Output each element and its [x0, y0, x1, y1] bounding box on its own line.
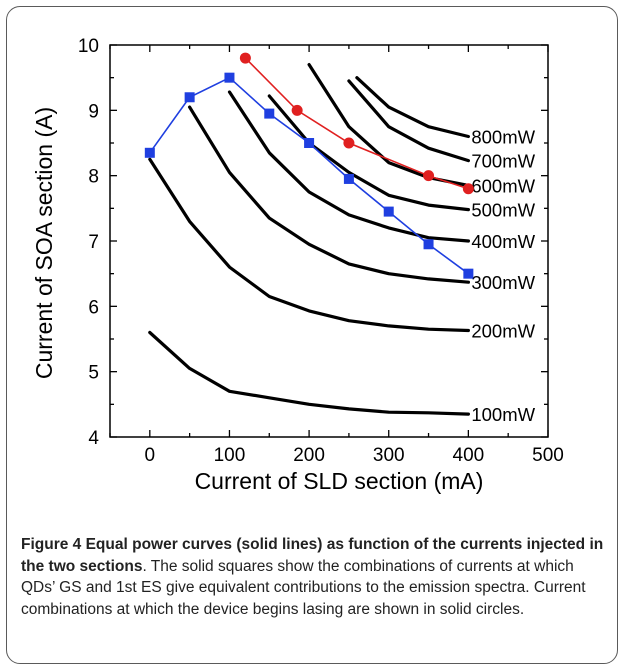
curve-label-500mW: 500mW: [471, 200, 535, 221]
x-axis-title: Current of SLD section (mA): [195, 468, 484, 494]
curve-label-400mW: 400mW: [471, 231, 535, 252]
square-point: [343, 173, 354, 184]
x-tick-label: 0: [145, 445, 156, 466]
x-tick-label: 400: [453, 445, 485, 466]
x-tick-label: 200: [293, 445, 325, 466]
power-curve-400mW: [227, 90, 470, 243]
y-tick-label: 6: [88, 297, 99, 318]
x-tick-label: 100: [214, 445, 246, 466]
axis-ticks: 0 100 200 300 400 500 4 5 6 7 8 9 10: [78, 36, 564, 466]
power-curve-800mW: [355, 76, 470, 139]
axis-labels: Current of SLD section (mA) Current of S…: [31, 107, 483, 494]
y-tick-label: 10: [78, 36, 99, 57]
y-tick-label: 7: [88, 232, 99, 253]
curve-label-200mW: 200mW: [471, 321, 535, 342]
caption-title: Figure 4 Equal power curves (solid lines…: [21, 536, 604, 575]
power-curve-700mW: [347, 79, 470, 163]
x-tick-label: 500: [532, 445, 564, 466]
square-point: [224, 72, 235, 83]
power-curve-100mW: [148, 330, 470, 416]
curve-label-700mW: 700mW: [471, 151, 535, 172]
caption-body: . The solid squares show the combination…: [21, 557, 586, 618]
equal-power-chart: 0 100 200 300 400 500 4 5 6 7 8 9 10 100mW 200mW 300mW…: [31, 36, 564, 494]
plot-area: 0 100 200 300 400 500 4 5 6 7 8 9 10 100mW 200mW 300mW…: [78, 36, 564, 466]
y-tick-label: 4: [88, 428, 99, 449]
y-tick-label: 5: [88, 363, 99, 384]
circle-point: [343, 137, 355, 149]
y-tick-label: 8: [88, 167, 99, 188]
square-point: [304, 138, 315, 148]
x-tick-label: 300: [373, 445, 405, 466]
curve-label-800mW: 800mW: [471, 126, 535, 147]
figure-frame: [6, 6, 618, 664]
square-point: [144, 147, 155, 158]
circle-point: [462, 183, 474, 195]
curve-label-100mW: 100mW: [471, 404, 535, 425]
circle-point: [291, 104, 303, 116]
square-point: [423, 239, 434, 250]
square-point: [264, 108, 275, 119]
square-point: [463, 268, 474, 279]
circle-point: [423, 170, 435, 182]
curve-label-300mW: 300mW: [471, 272, 535, 293]
y-axis-title: Current of SOA section (A): [31, 107, 57, 379]
power-curve-500mW: [267, 94, 470, 212]
curve-label-600mW: 600mW: [471, 175, 535, 196]
equal-power-curves: 100mW 200mW 300mW 400mW 500mW 600mW 700mW 800mW: [148, 62, 536, 425]
power-curve-300mW: [188, 105, 470, 284]
circle-point: [239, 52, 251, 64]
power-curve-200mW: [148, 157, 470, 333]
square-point: [383, 206, 394, 217]
marker-series: [144, 52, 474, 279]
y-tick-label: 9: [88, 101, 99, 122]
square-point: [184, 92, 195, 103]
figure-caption: Figure 4 Equal power curves (solid lines…: [21, 534, 609, 620]
